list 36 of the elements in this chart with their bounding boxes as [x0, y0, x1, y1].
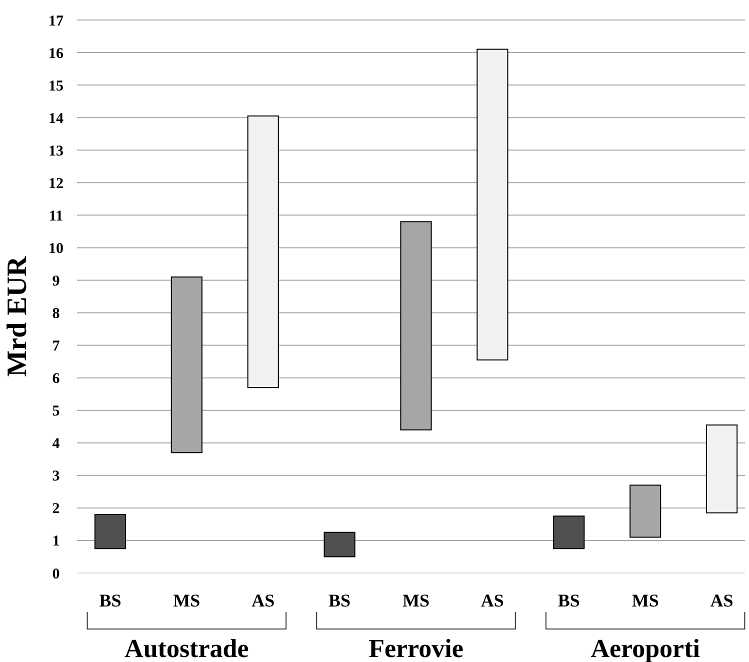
y-tick-label: 6: [52, 371, 60, 388]
y-axis-title: Mrd EUR: [2, 255, 33, 377]
bar: [553, 516, 585, 550]
y-tick-label: 13: [48, 143, 64, 160]
y-tick-label: 16: [48, 46, 64, 62]
bar: [324, 532, 356, 558]
y-tick-label: 7: [52, 338, 60, 355]
y-tick-label: 11: [48, 208, 64, 224]
text: Ferrovie: [368, 634, 464, 662]
x-tick-label: AS: [710, 590, 734, 610]
y-tick-label: 5: [52, 404, 60, 420]
x-tick-label: MS: [402, 590, 430, 610]
bar: [94, 514, 126, 550]
y-tick-label: 12: [48, 176, 64, 192]
y-tick-label: 3: [52, 468, 60, 485]
x-tick-label: BS: [558, 590, 580, 610]
text: Autostrade: [124, 634, 249, 662]
x-tick-label: AS: [252, 590, 275, 610]
x-tick-label: AS: [480, 590, 504, 610]
x-tick-label: BS: [99, 590, 122, 610]
y-tick-label: 8: [52, 306, 60, 322]
y-tick-label: 9: [52, 273, 60, 290]
y-tick-label: 10: [48, 240, 64, 257]
y-tick-label: 1: [52, 534, 60, 550]
x-tick-label: MS: [173, 590, 200, 610]
y-tick-label: 2: [52, 501, 60, 518]
y-tick-label: 17: [48, 13, 64, 30]
bar: [476, 48, 508, 360]
y-tick-label: 14: [48, 110, 64, 127]
bar: [706, 424, 738, 514]
y-tick-label: 0: [52, 566, 60, 582]
y-tick-label: 15: [48, 78, 64, 94]
bar: [247, 115, 279, 388]
y-tick-label: 4: [52, 436, 60, 452]
x-tick-label: BS: [328, 590, 351, 610]
x-tick-label: MS: [632, 590, 659, 610]
